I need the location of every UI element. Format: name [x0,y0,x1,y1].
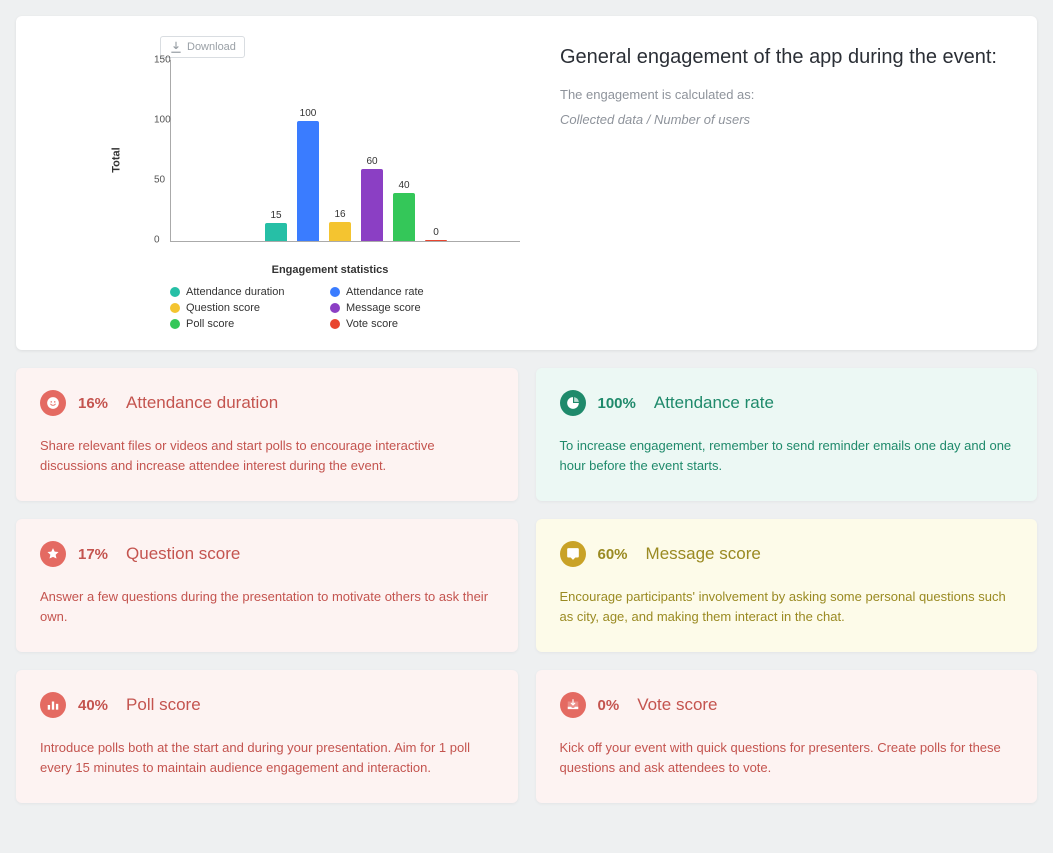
legend-dot-icon [170,319,180,329]
bar-value-label: 60 [366,156,377,167]
chart-plot: 151001660400 [170,60,520,242]
y-axis-label: Total [111,147,123,172]
metric-percent: 40% [78,697,108,714]
legend-label: Attendance rate [346,286,424,298]
subtitle: The engagement is calculated as: [560,87,1013,102]
legend-dot-icon [330,319,340,329]
metric-card-poll-score: 40% Poll score Introduce polls both at the… [16,670,518,803]
chart-bar: 100 [297,121,319,241]
metric-description: Encourage participants' involvement by a… [560,587,1014,626]
metric-title: Message score [646,544,761,564]
metric-title: Poll score [126,695,201,715]
y-tick: 100 [154,115,171,126]
metric-title: Vote score [637,695,717,715]
metric-card-vote-score: 0% Vote score Kick off your event with qui… [536,670,1038,803]
metric-card-question-score: 17% Question score Answer a few questions … [16,519,518,652]
metric-description: Answer a few questions during the presen… [40,587,494,626]
metric-title: Attendance duration [126,393,278,413]
legend-dot-icon [170,303,180,313]
metric-card-message-score: 60% Message score Encourage participants' … [536,519,1038,652]
chart-bar: 0 [425,240,447,241]
chart-column: Download Total 151001660400 050100150 En… [40,36,520,330]
legend-label: Attendance duration [186,286,284,298]
legend-label: Message score [346,302,421,314]
smile-icon [40,390,66,416]
legend-item: Attendance duration [170,286,310,298]
download-label: Download [187,41,236,53]
chart-bar: 60 [361,169,383,241]
engagement-chart: Total 151001660400 050100150 [140,60,520,260]
metric-description: Introduce polls both at the start and du… [40,738,494,777]
metric-percent: 0% [598,697,620,714]
chart-bar: 15 [265,223,287,241]
legend-item: Question score [170,302,310,314]
metric-percent: 16% [78,395,108,412]
chart-bar: 16 [329,222,351,241]
metric-head: 17% Question score [40,541,494,567]
metric-percent: 100% [598,395,636,412]
metric-head: 0% Vote score [560,692,1014,718]
metric-description: Share relevant files or videos and start… [40,436,494,475]
download-button[interactable]: Download [160,36,245,58]
chart-title: Engagement statistics [140,264,520,276]
y-tick: 0 [154,235,160,246]
metric-percent: 60% [598,546,628,563]
chart-bar: 40 [393,193,415,241]
bar-value-label: 100 [300,108,317,119]
legend-dot-icon [330,287,340,297]
metric-title: Question score [126,544,240,564]
legend-label: Vote score [346,318,398,330]
legend-item: Message score [330,302,470,314]
metric-head: 40% Poll score [40,692,494,718]
metric-description: Kick off your event with quick questions… [560,738,1014,777]
inbox-icon [560,692,586,718]
legend-label: Poll score [186,318,234,330]
y-tick: 150 [154,55,171,66]
legend-label: Question score [186,302,260,314]
metric-percent: 17% [78,546,108,563]
summary-text-column: General engagement of the app during the… [560,36,1013,330]
star-icon [40,541,66,567]
bar-value-label: 15 [270,210,281,221]
download-icon [169,40,183,54]
y-tick: 50 [154,175,165,186]
metric-head: 16% Attendance duration [40,390,494,416]
legend-item: Poll score [170,318,310,330]
metric-description: To increase engagement, remember to send… [560,436,1014,475]
bar-value-label: 16 [334,209,345,220]
bar-value-label: 40 [398,180,409,191]
engagement-summary-card: Download Total 151001660400 050100150 En… [16,16,1037,350]
legend-item: Attendance rate [330,286,470,298]
metric-cards-grid: 16% Attendance duration Share relevant fil… [16,368,1037,803]
formula-text: Collected data / Number of users [560,112,1013,127]
metric-title: Attendance rate [654,393,774,413]
metric-head: 60% Message score [560,541,1014,567]
metric-card-attendance-rate: 100% Attendance rate To increase engagemen… [536,368,1038,501]
chart-legend: Attendance duration Attendance rate Questi… [170,286,470,330]
page-title: General engagement of the app during the… [560,46,1013,69]
legend-dot-icon [330,303,340,313]
pie-icon [560,390,586,416]
legend-item: Vote score [330,318,470,330]
bar-value-label: 0 [433,227,439,238]
metric-head: 100% Attendance rate [560,390,1014,416]
metric-card-attendance-duration: 16% Attendance duration Share relevant fil… [16,368,518,501]
legend-dot-icon [170,287,180,297]
bars-icon [40,692,66,718]
chat-icon [560,541,586,567]
